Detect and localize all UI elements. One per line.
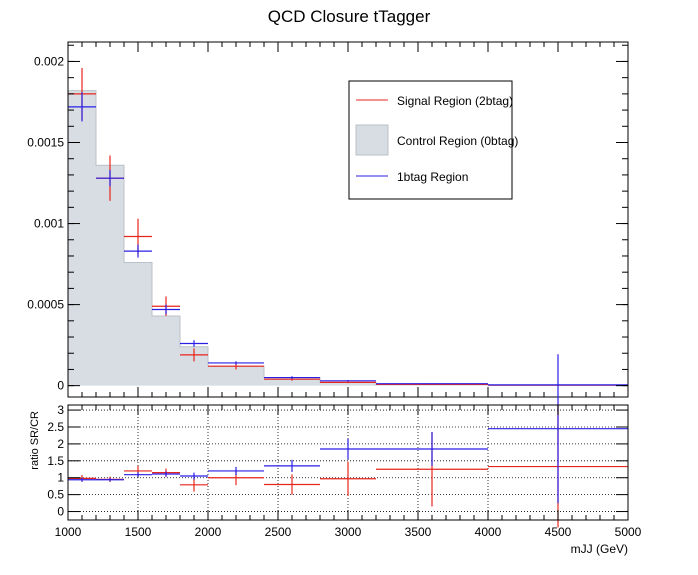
control-bar xyxy=(96,165,124,386)
legend-label-signal: Signal Region (2btag) xyxy=(397,94,513,108)
ratio-y-tick-label: 1.5 xyxy=(47,454,64,468)
ratio-y-tick-label: 0.5 xyxy=(47,488,64,502)
ratio-x-tick-label: 1500 xyxy=(125,525,152,539)
control-bar xyxy=(264,377,320,386)
ratio-x-tick-label: 4500 xyxy=(545,525,572,539)
legend-swatch-control xyxy=(355,124,389,156)
main-y-tick-label: 0.0015 xyxy=(27,136,64,150)
control-bar xyxy=(320,382,376,386)
ratio-y-axis: 0 0.5 1 1.5 2 2.5 3 xyxy=(47,403,628,519)
ratio-y-tick-label: 2.5 xyxy=(47,420,64,434)
x-axis-title: mJJ (GeV) xyxy=(571,542,628,556)
control-bar xyxy=(208,366,264,386)
main-y-tick-label: 0 xyxy=(57,379,64,393)
ratio-y-axis-title: ratio SR/CR xyxy=(29,411,41,470)
chart-title: QCD Closure tTagger xyxy=(268,7,431,26)
control-bar xyxy=(124,262,152,386)
legend: Signal Region (2btag) Control Region (0b… xyxy=(348,80,518,200)
main-y-tick-label: 0.002 xyxy=(34,54,64,68)
ratio-panel xyxy=(68,354,628,528)
ratio-x-tick-label: 3000 xyxy=(335,525,362,539)
ratio-y-tick-label: 2 xyxy=(57,437,64,451)
legend-label-control: Control Region (0btag) xyxy=(397,134,518,148)
control-bar xyxy=(376,384,488,386)
ratio-x-tick-label: 1000 xyxy=(55,525,82,539)
ratio-x-tick-label: 3500 xyxy=(405,525,432,539)
ratio-x-tick-label: 4000 xyxy=(475,525,502,539)
main-y-axis: 0 0.0005 0.001 0.0015 0.002 xyxy=(27,42,629,397)
ratio-y-tick-label: 1 xyxy=(57,471,64,485)
main-histogram-panel xyxy=(67,67,628,386)
ratio-x-tick-label: 2000 xyxy=(195,525,222,539)
main-y-tick-label: 0.0005 xyxy=(27,298,64,312)
main-y-tick-label: 0.001 xyxy=(34,217,64,231)
ratio-y-tick-label: 3 xyxy=(57,403,64,417)
ratio-x-tick-label: 2500 xyxy=(265,525,292,539)
ratio-x-tick-label: 5000 xyxy=(615,525,642,539)
legend-label-onebtag: 1btag Region xyxy=(397,170,468,184)
ratio-x-axis: 1000 1500 2000 2500 3000 3500 4000 4500 5000 xyxy=(55,405,642,539)
ratio-y-tick-label: 0 xyxy=(57,505,64,519)
control-bar xyxy=(68,90,96,386)
control-bar xyxy=(152,315,180,386)
